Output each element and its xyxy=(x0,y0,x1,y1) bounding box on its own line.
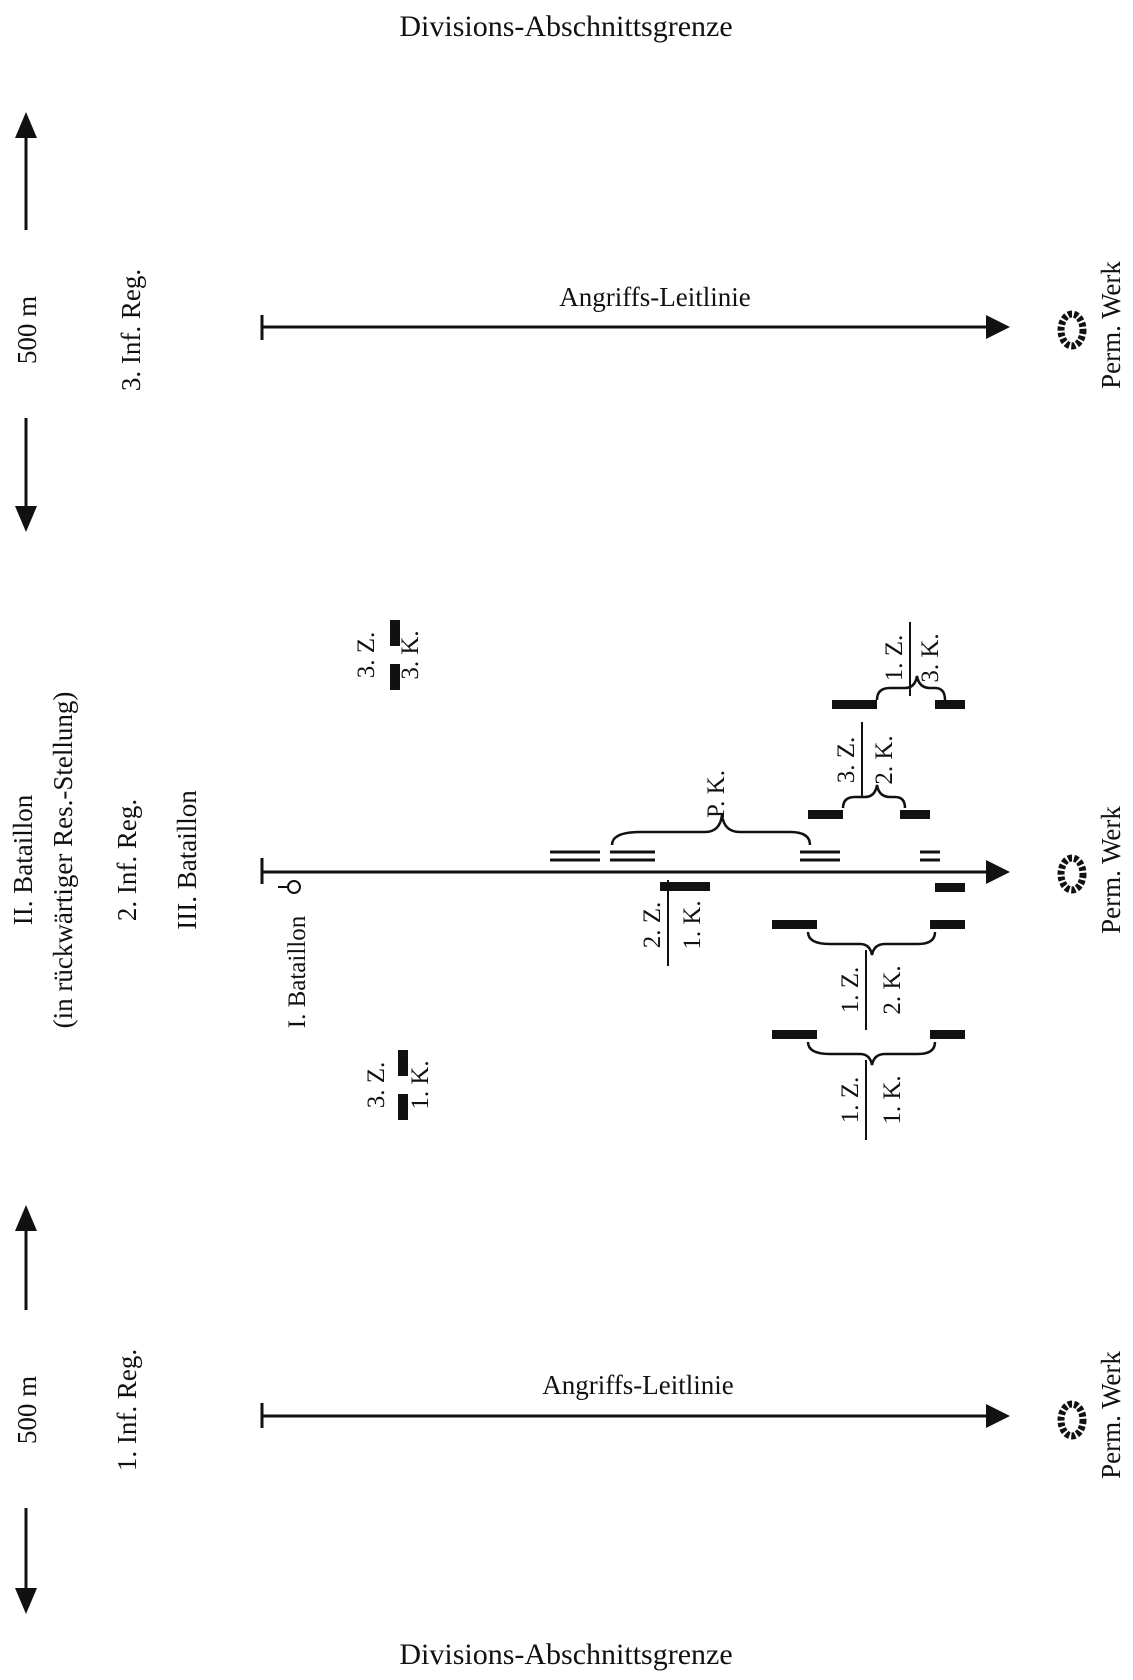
reg3-width-arrow xyxy=(15,112,37,532)
unit-1z-1k-bar-left xyxy=(772,1030,817,1039)
unit-2z-kompanie: 1. K. xyxy=(679,900,706,949)
reg2-battalion-3-label: III. Bataillon xyxy=(172,790,202,930)
unit-1z-1k-brace xyxy=(806,1041,937,1066)
pk-markers xyxy=(550,850,940,862)
reg2-battalion-1-label: I. Bataillon xyxy=(284,915,311,1028)
reg2-name: 2. Inf. Reg. xyxy=(112,799,142,921)
reg1-target-label: Perm. Werk xyxy=(1096,1351,1126,1479)
unit-3z-2k-zug: 3. Z. xyxy=(833,737,860,784)
unit-1z-1k-zug: 1. Z. xyxy=(837,1077,864,1124)
reg2-fort-icon xyxy=(1057,854,1087,894)
unit-3z-1k-kompanie: 1. K. xyxy=(407,1060,434,1109)
reg3-attack-line xyxy=(260,315,1010,340)
pk-label: P. K. xyxy=(703,770,730,818)
unit-1z-2k-bar-left xyxy=(772,920,817,929)
unit-2z-bar xyxy=(660,882,710,891)
unit-1z-3k-bar-left xyxy=(832,700,877,709)
unit-3z-2k-bar-left xyxy=(808,810,843,819)
reg3-fort-icon xyxy=(1057,310,1087,350)
unit-right-bar xyxy=(935,883,965,892)
reg2-attack-line xyxy=(260,858,1010,884)
flag-icon xyxy=(278,880,301,894)
reg2-battalion-2-label: II. Bataillon xyxy=(8,794,38,925)
reg1-attack-line xyxy=(260,1403,1010,1428)
unit-1z-3k-bar-right xyxy=(935,700,965,709)
reg2-battalion-2-note: (in rückwärtiger Res.-Stellung) xyxy=(48,692,78,1029)
unit-3z-1k-zug: 3. Z. xyxy=(363,1062,390,1109)
reg3-target-label: Perm. Werk xyxy=(1096,261,1126,389)
reg1-name: 1. Inf. Reg. xyxy=(112,1349,142,1471)
reg1-line-label: Angriffs-Leitlinie xyxy=(542,1370,733,1400)
reg3-line-label: Angriffs-Leitlinie xyxy=(559,282,750,312)
unit-1z-1k-bar-right xyxy=(930,1030,965,1039)
bottom-boundary-label: Divisions-Abschnittsgrenze xyxy=(399,1638,732,1671)
unit-3z-3k xyxy=(390,620,400,690)
reg1-width-label: 500 m xyxy=(12,1376,42,1444)
unit-3z-2k-kompanie: 2. K. xyxy=(871,735,898,784)
reg2-target-label: Perm. Werk xyxy=(1096,806,1126,934)
reg1-width-arrow xyxy=(15,1205,37,1614)
unit-1z-2k-zug: 1. Z. xyxy=(837,967,864,1014)
unit-3z-2k-brace xyxy=(841,784,907,809)
unit-1z-1k-kompanie: 1. K. xyxy=(879,1075,906,1124)
unit-1z-2k-kompanie: 2. K. xyxy=(879,965,906,1014)
top-boundary-label: Divisions-Abschnittsgrenze xyxy=(399,10,732,43)
unit-3z-2k-bar-right xyxy=(900,810,930,819)
unit-3z-3k-zug: 3. Z. xyxy=(353,632,380,679)
unit-3z-1k xyxy=(398,1050,408,1120)
unit-1z-3k-zug: 1. Z. xyxy=(881,635,908,682)
pk-brace xyxy=(610,814,812,846)
reg3-width-label: 500 m xyxy=(12,296,42,364)
reg1-fort-icon xyxy=(1057,1400,1087,1440)
unit-2z-zug: 2. Z. xyxy=(639,902,666,949)
reg3-name: 3. Inf. Reg. xyxy=(116,269,146,391)
unit-1z-2k-bar-right xyxy=(930,920,965,929)
unit-1z-3k-brace xyxy=(875,675,947,701)
unit-1z-2k-brace xyxy=(806,931,937,956)
unit-1z-3k-kompanie: 3. K. xyxy=(917,633,944,682)
unit-3z-3k-kompanie: 3. K. xyxy=(397,630,424,679)
